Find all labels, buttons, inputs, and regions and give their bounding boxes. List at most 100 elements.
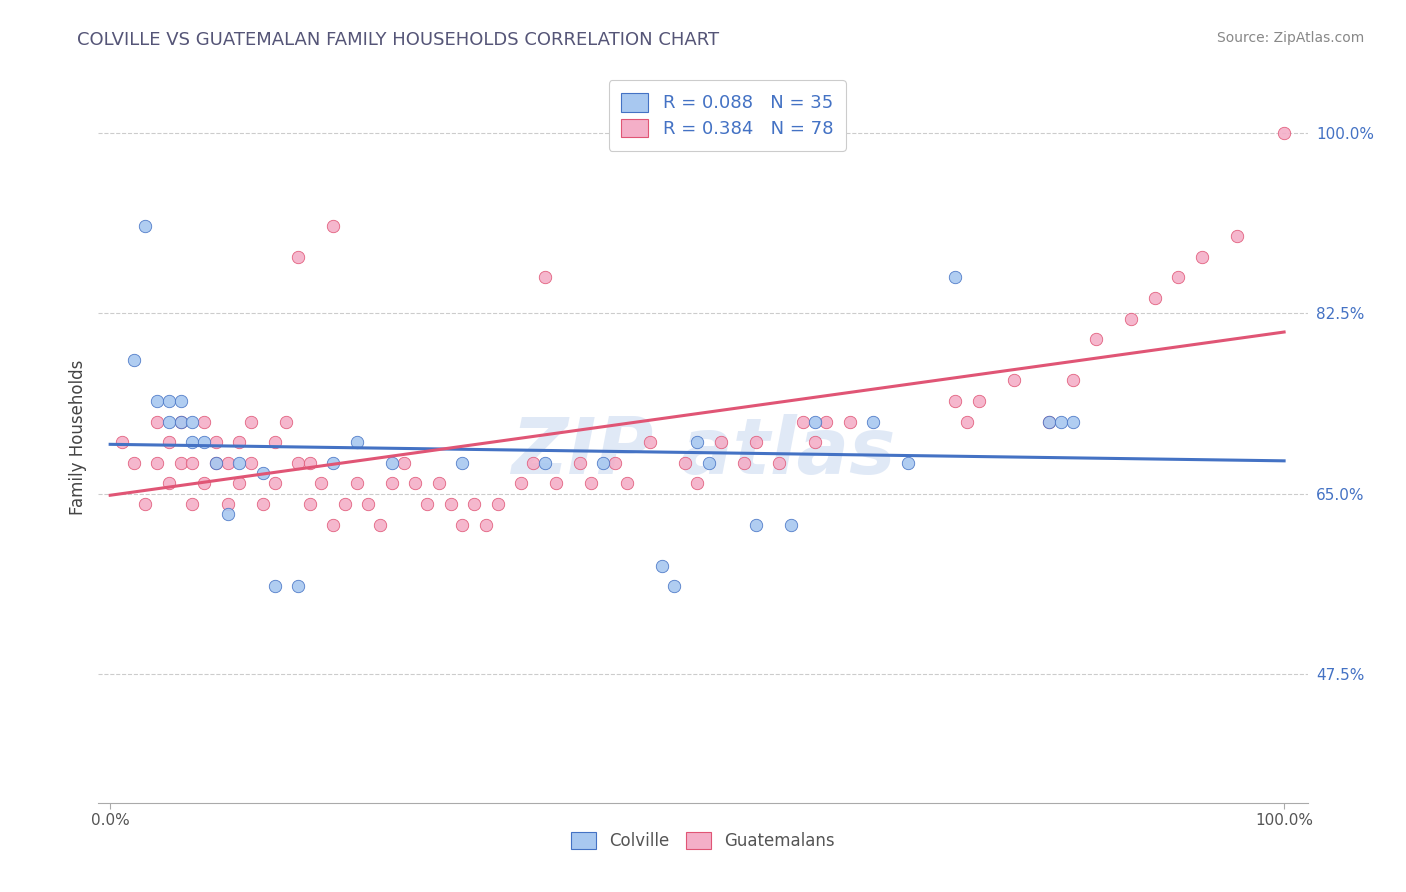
Point <box>240 415 263 429</box>
Point <box>733 456 755 470</box>
Point <box>697 456 720 470</box>
Point <box>439 497 461 511</box>
Point <box>322 456 344 470</box>
Point <box>276 415 298 429</box>
Point <box>204 435 226 450</box>
Point <box>333 497 356 511</box>
Point <box>780 517 803 532</box>
Point <box>686 435 709 450</box>
Point <box>522 456 544 470</box>
Point <box>427 476 450 491</box>
Point <box>603 456 626 470</box>
Point <box>146 415 169 429</box>
Point <box>897 456 920 470</box>
Point <box>263 579 285 593</box>
Point <box>546 476 568 491</box>
Point <box>1272 126 1295 140</box>
Point <box>592 456 614 470</box>
Point <box>815 415 838 429</box>
Point <box>252 497 274 511</box>
Point <box>381 456 404 470</box>
Point <box>193 435 215 450</box>
Point <box>673 456 696 470</box>
Point <box>745 517 768 532</box>
Point <box>181 435 204 450</box>
Point <box>157 476 180 491</box>
Point <box>181 415 204 429</box>
Point <box>111 435 134 450</box>
Point <box>486 497 509 511</box>
Point <box>240 456 263 470</box>
Point <box>792 415 814 429</box>
Point <box>686 476 709 491</box>
Point <box>662 579 685 593</box>
Point <box>967 394 990 409</box>
Point <box>181 497 204 511</box>
Y-axis label: Family Households: Family Households <box>69 359 87 515</box>
Point <box>181 456 204 470</box>
Point <box>1085 332 1108 346</box>
Point <box>157 394 180 409</box>
Point <box>1167 270 1189 285</box>
Point <box>568 456 591 470</box>
Text: Source: ZipAtlas.com: Source: ZipAtlas.com <box>1216 31 1364 45</box>
Point <box>287 250 309 264</box>
Point <box>298 497 321 511</box>
Point <box>533 456 555 470</box>
Point <box>346 476 368 491</box>
Point <box>169 394 191 409</box>
Point <box>392 456 415 470</box>
Point <box>346 435 368 450</box>
Legend: Colville, Guatemalans: Colville, Guatemalans <box>561 822 845 860</box>
Point <box>204 456 226 470</box>
Point <box>956 415 979 429</box>
Point <box>193 476 215 491</box>
Point <box>217 497 239 511</box>
Point <box>651 558 673 573</box>
Point <box>945 394 967 409</box>
Point <box>357 497 380 511</box>
Point <box>311 476 333 491</box>
Point <box>381 476 404 491</box>
Point <box>252 466 274 480</box>
Point <box>1062 373 1084 387</box>
Point <box>451 517 474 532</box>
Point <box>169 415 191 429</box>
Point <box>228 456 250 470</box>
Point <box>146 456 169 470</box>
Point <box>122 456 145 470</box>
Point <box>510 476 533 491</box>
Point <box>1143 291 1166 305</box>
Point <box>193 415 215 429</box>
Point <box>710 435 733 450</box>
Point <box>1062 415 1084 429</box>
Point <box>1050 415 1073 429</box>
Point <box>463 497 485 511</box>
Point <box>322 219 344 233</box>
Point <box>1191 250 1213 264</box>
Point <box>838 415 860 429</box>
Point <box>169 456 191 470</box>
Point <box>768 456 790 470</box>
Point <box>322 517 344 532</box>
Point <box>228 435 250 450</box>
Text: ZIP atlas: ZIP atlas <box>510 414 896 490</box>
Point <box>228 476 250 491</box>
Point <box>638 435 661 450</box>
Point <box>157 415 180 429</box>
Point <box>945 270 967 285</box>
Point <box>1038 415 1060 429</box>
Point <box>475 517 498 532</box>
Point <box>169 415 191 429</box>
Point <box>745 435 768 450</box>
Point <box>616 476 638 491</box>
Point <box>533 270 555 285</box>
Point <box>263 435 285 450</box>
Point <box>263 476 285 491</box>
Text: COLVILLE VS GUATEMALAN FAMILY HOUSEHOLDS CORRELATION CHART: COLVILLE VS GUATEMALAN FAMILY HOUSEHOLDS… <box>77 31 720 49</box>
Point <box>122 352 145 367</box>
Point <box>404 476 426 491</box>
Point <box>146 394 169 409</box>
Point <box>368 517 391 532</box>
Point <box>287 579 309 593</box>
